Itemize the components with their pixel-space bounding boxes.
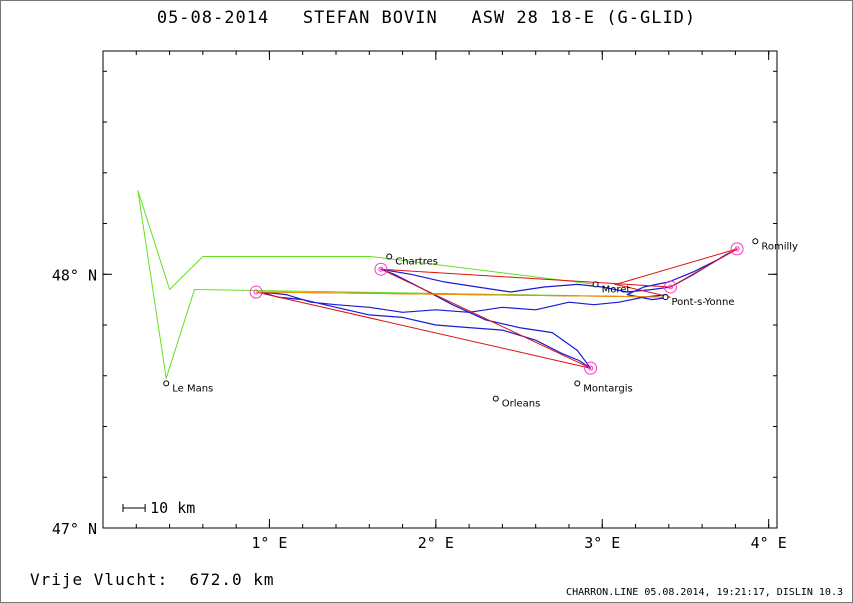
y-tick-label: 48° N — [52, 266, 97, 284]
turnpoint-marker — [663, 280, 677, 294]
turnpoint-center — [378, 266, 384, 272]
city-marker — [163, 380, 170, 387]
city-label: Le Mans — [172, 383, 213, 394]
turnpoint-center — [734, 246, 740, 252]
turnpoint-marker — [730, 242, 744, 256]
x-tick-label: 3° E — [584, 534, 620, 552]
turnpoint-center — [253, 289, 259, 295]
x-tick-label: 2° E — [418, 534, 454, 552]
city-marker — [574, 380, 581, 387]
turnpoint-center — [588, 365, 594, 371]
turnpoint-marker — [249, 285, 263, 299]
city-label: Orleans — [502, 399, 541, 410]
city-marker — [752, 238, 759, 245]
city-label: Romilly — [761, 241, 798, 252]
task-route-line — [137, 190, 666, 379]
y-tick-label: 47° N — [52, 520, 97, 538]
x-tick-label: 1° E — [251, 534, 287, 552]
turnpoint-marker — [374, 262, 388, 276]
start-finish-leg-line — [256, 291, 671, 298]
city-label: Pont-s-Yonne — [671, 297, 734, 308]
plot-area — [102, 50, 778, 529]
scale-bar-label: 10 km — [150, 499, 195, 517]
gps-track-line — [260, 248, 738, 369]
city-label: Chartres — [395, 257, 438, 268]
city-label: Montargis — [583, 383, 632, 394]
turnpoint-marker — [584, 361, 598, 375]
x-tick-label: 4° E — [751, 534, 787, 552]
city-label: Moret — [602, 284, 631, 295]
chart-title: 05-08-2014 STEFAN BOVIN ASW 28 18-E (G-G… — [0, 8, 853, 28]
city-marker — [386, 253, 393, 260]
distance-value: 672.0 km — [189, 570, 275, 589]
city-marker — [492, 395, 499, 402]
optimized-route-line — [255, 248, 738, 369]
distance-label: Vrije Vlucht: — [30, 570, 169, 589]
city-marker — [662, 294, 669, 301]
turnpoint-center — [667, 284, 673, 290]
distance-summary: Vrije Vlucht: 672.0 km — [30, 570, 275, 589]
program-info: CHARRON.LINE 05.08.2014, 19:21:17, DISLI… — [566, 587, 843, 598]
glider-info: ASW 28 18-E (G-GLID) — [471, 8, 697, 28]
pilot-name: STEFAN BOVIN — [302, 8, 438, 28]
flight-date: 05-08-2014 — [156, 8, 270, 28]
city-marker — [592, 281, 599, 288]
